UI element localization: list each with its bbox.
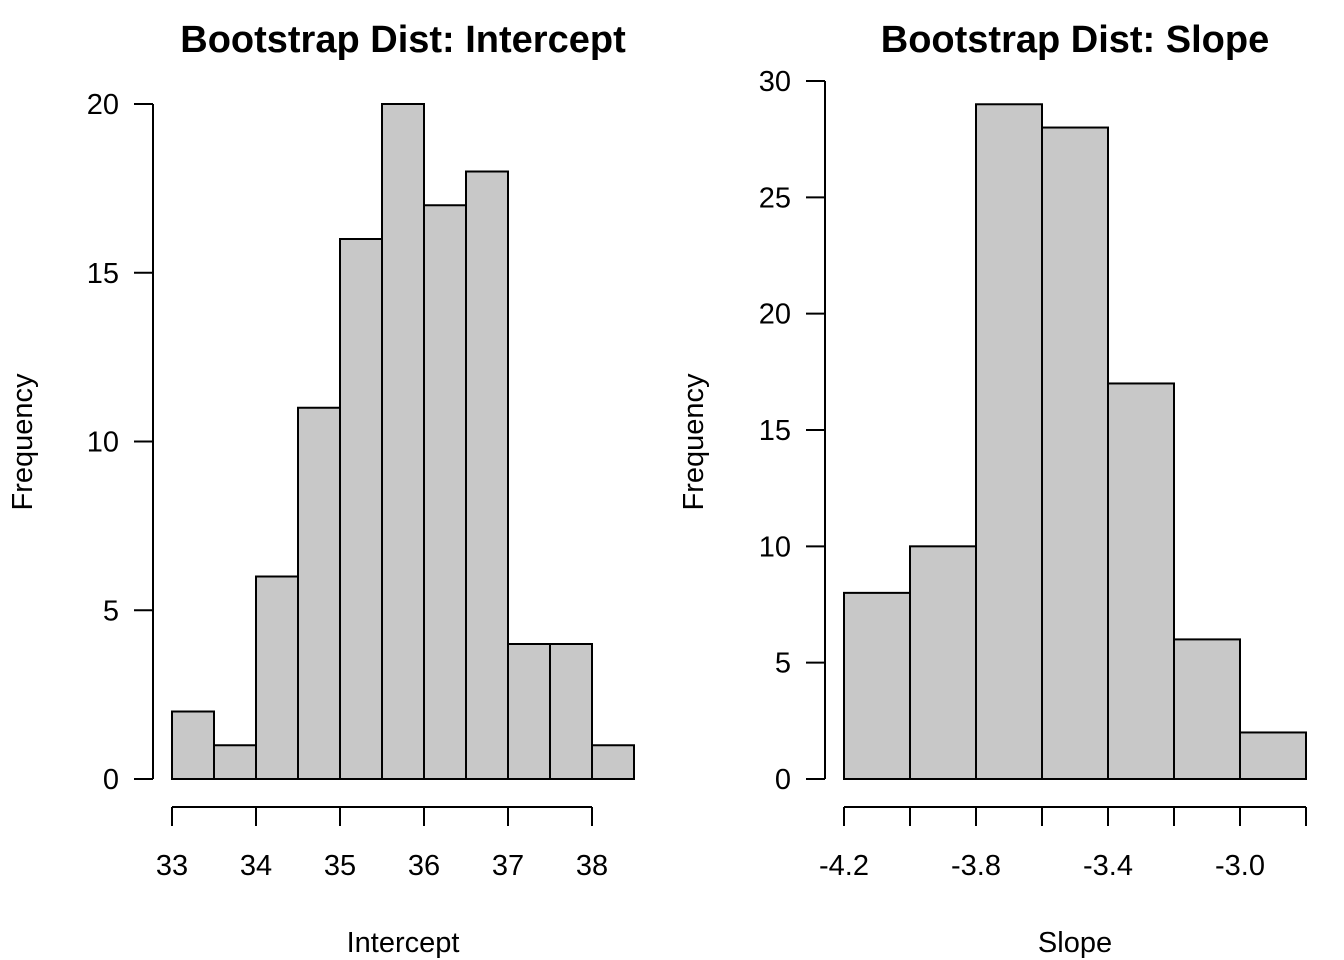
- histogram-bar: [591, 744, 635, 780]
- y-tick-label: 15: [87, 258, 119, 290]
- x-tick-label: -4.2: [819, 850, 869, 882]
- y-tick-label: 20: [87, 89, 119, 121]
- y-axis: 0 5 10 15 20 25 30: [759, 66, 826, 796]
- histogram-bar: [843, 591, 911, 780]
- histogram-bar: [975, 103, 1043, 781]
- x-axis-label: Slope: [1038, 927, 1112, 959]
- x-tick-label: 33: [156, 850, 188, 882]
- histogram-bar: [549, 643, 593, 780]
- y-tick-label: 10: [87, 427, 119, 459]
- x-axis: 33 34 35 36 37 38: [156, 806, 608, 882]
- y-tick-label: 0: [775, 764, 791, 796]
- y-axis-label: Frequency: [7, 373, 39, 511]
- x-tick-label: 34: [240, 850, 272, 882]
- y-axis-label: Frequency: [678, 373, 710, 511]
- y-tick-label: 25: [759, 182, 791, 214]
- histogram-bar: [381, 103, 425, 780]
- histogram-bar: [339, 238, 383, 780]
- x-axis-label: Intercept: [347, 927, 460, 959]
- y-tick-label: 10: [759, 531, 791, 563]
- histogram-bar: [423, 204, 467, 780]
- histogram-bar: [909, 545, 977, 780]
- chart-title: Bootstrap Dist: Intercept: [180, 19, 626, 61]
- chart-title: Bootstrap Dist: Slope: [881, 19, 1269, 61]
- slope-histogram-panel: Bootstrap Dist: Slope Slope Frequency 0 5…: [678, 19, 1307, 959]
- x-tick-label: 38: [576, 850, 608, 882]
- y-tick-label: 30: [759, 66, 791, 98]
- y-axis: 0 5 10 15 20: [87, 89, 154, 796]
- x-tick-label: -3.4: [1083, 850, 1133, 882]
- x-axis: -4.2 -3.8 -3.4 -3.0: [819, 806, 1307, 882]
- histogram-bar: [1107, 382, 1175, 780]
- histogram-bar: [1041, 126, 1109, 781]
- y-tick-label: 20: [759, 299, 791, 331]
- y-tick-label: 15: [759, 415, 791, 447]
- histogram-bar: [1173, 638, 1241, 781]
- histogram-bar: [255, 575, 299, 780]
- intercept-histogram-panel: Bootstrap Dist: Intercept Intercept Freq…: [7, 19, 635, 959]
- x-tick-label: -3.8: [951, 850, 1001, 882]
- y-tick-label: 5: [103, 595, 119, 627]
- x-tick-label: 36: [408, 850, 440, 882]
- x-tick-label: 37: [492, 850, 524, 882]
- bars: [171, 103, 635, 780]
- histogram-bar: [1239, 731, 1307, 781]
- histogram-bar: [507, 643, 551, 780]
- x-tick-label: -3.0: [1215, 850, 1265, 882]
- bars: [843, 103, 1307, 781]
- y-tick-label: 5: [775, 648, 791, 680]
- histogram-bar: [465, 170, 509, 780]
- y-tick-label: 0: [103, 764, 119, 796]
- histogram-bar: [297, 406, 341, 780]
- histogram-bar: [213, 744, 257, 780]
- x-tick-label: 35: [324, 850, 356, 882]
- histogram-bar: [171, 710, 215, 780]
